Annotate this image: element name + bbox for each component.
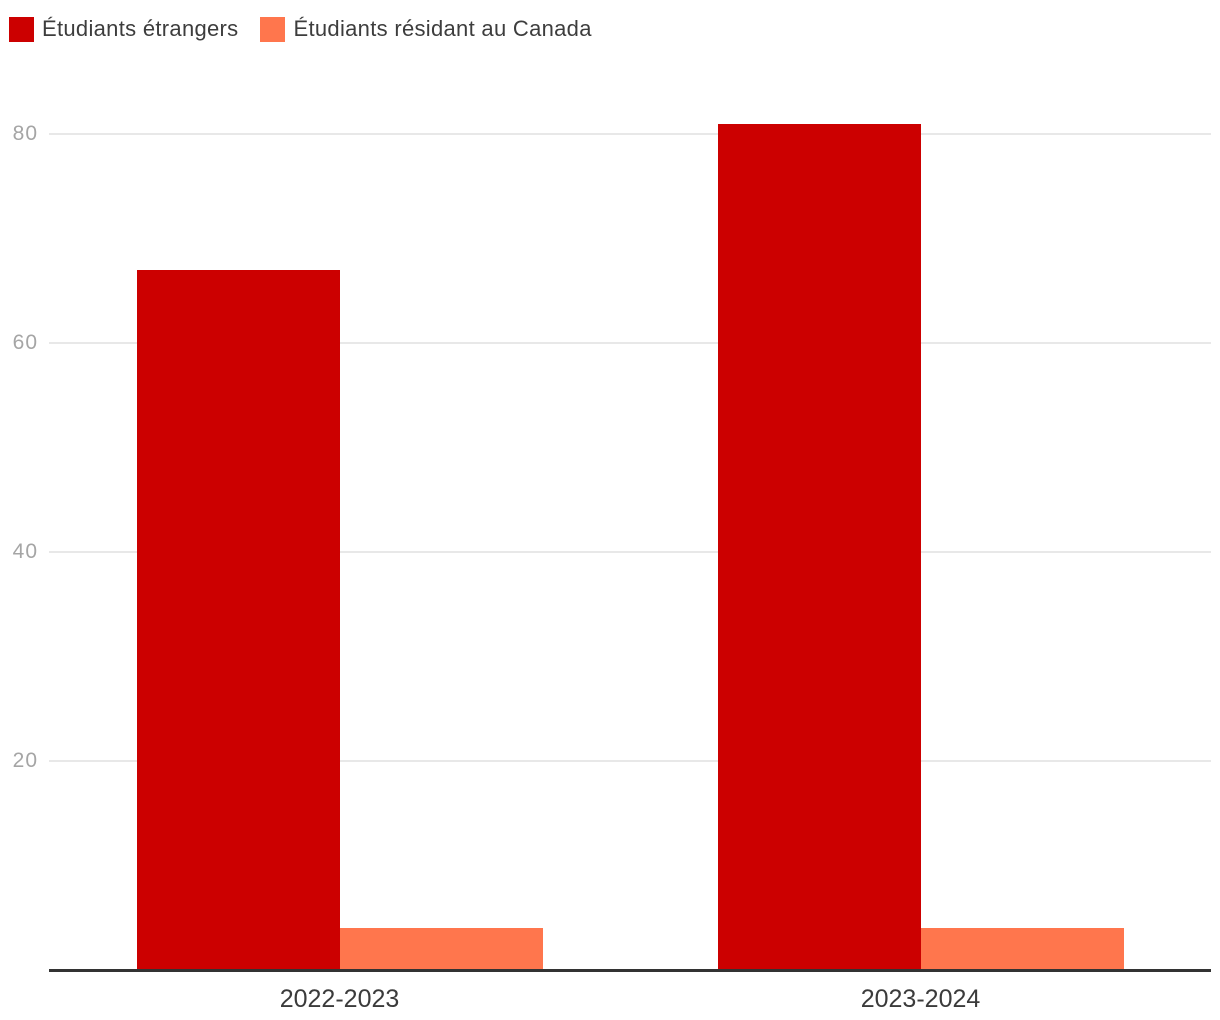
legend-item-etrangers: Étudiants étrangers bbox=[9, 16, 238, 42]
legend-swatch-etrangers bbox=[9, 16, 34, 42]
gridline-40 bbox=[49, 551, 1211, 553]
y-tick-label-60: 60 bbox=[12, 331, 38, 354]
x-axis-line bbox=[49, 969, 1211, 972]
y-tick-label-80: 80 bbox=[12, 122, 38, 145]
x-axis-label-2023-2024: 2023-2024 bbox=[860, 985, 981, 1013]
gridline-20 bbox=[49, 760, 1211, 762]
gridline-60 bbox=[49, 342, 1211, 344]
y-tick-label-40: 40 bbox=[12, 540, 38, 563]
bar-residents-2022-2023 bbox=[339, 928, 543, 970]
y-tick-label-20: 20 bbox=[12, 749, 38, 772]
legend-item-residents: Étudiants résidant au Canada bbox=[260, 16, 591, 42]
legend-label-etrangers: Étudiants étrangers bbox=[42, 16, 239, 41]
legend-label-residents: Étudiants résidant au Canada bbox=[293, 16, 592, 41]
x-axis-label-2022-2023: 2022-2023 bbox=[279, 985, 400, 1013]
bar-etrangers-2023-2024 bbox=[717, 123, 921, 970]
legend: Étudiants étrangers Étudiants résidant a… bbox=[9, 16, 592, 42]
bar-residents-2023-2024 bbox=[920, 928, 1124, 970]
bar-etrangers-2022-2023 bbox=[136, 269, 340, 970]
legend-swatch-residents bbox=[260, 16, 286, 42]
gridline-80 bbox=[49, 133, 1211, 135]
